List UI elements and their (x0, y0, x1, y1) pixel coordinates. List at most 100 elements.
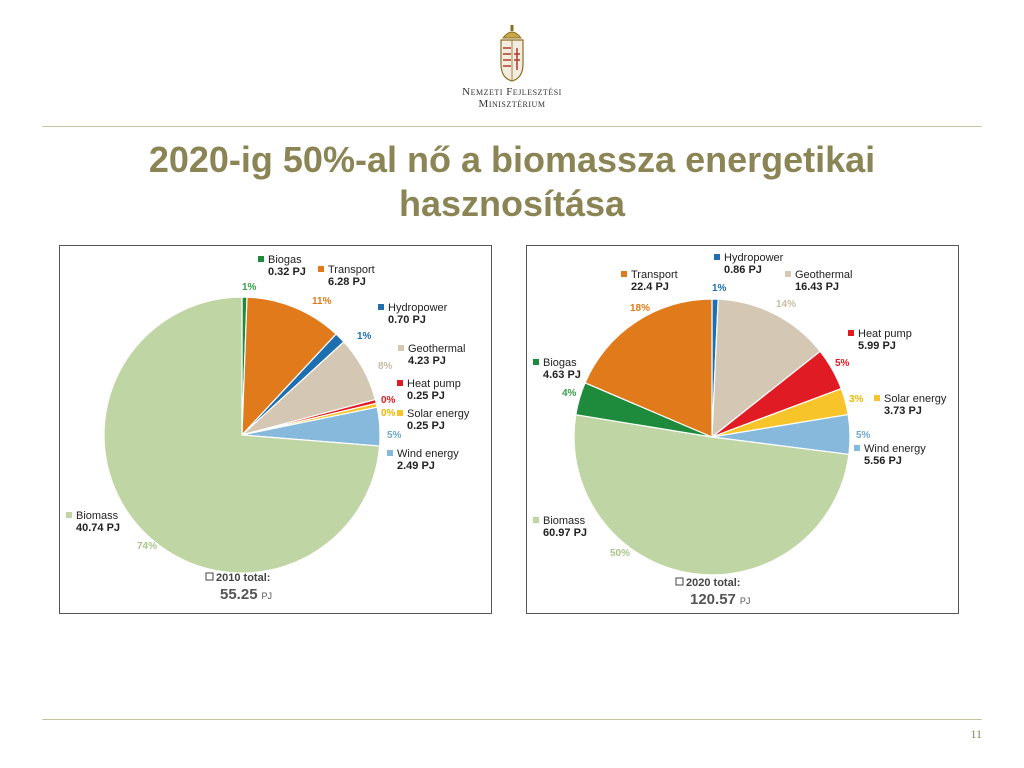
slice-value: 0.70 PJ (388, 314, 426, 326)
total-value: 120.57 (690, 591, 736, 608)
pie-slice-biomass (103, 296, 381, 574)
slice-name: Wind energy (864, 443, 926, 455)
page-title: 2020-ig 50%-al nő a biomassza energetika… (60, 138, 964, 226)
pie-slice-biomass (573, 414, 850, 576)
slice-value: 3.73 PJ (884, 405, 922, 417)
title-line-1: 2020-ig 50%-al nő a biomassza energetika… (148, 139, 876, 180)
slice-value: 22.4 PJ (631, 281, 669, 293)
total-caption: 2020 total: (686, 577, 740, 589)
slice-value: 5.56 PJ (864, 455, 902, 467)
slice-value: 0.32 PJ (268, 266, 306, 278)
pie-slices (573, 298, 851, 576)
slice-name: Geothermal (795, 269, 852, 281)
slice-percent: 1% (242, 282, 257, 293)
legend-swatch (785, 271, 791, 277)
legend-swatch (714, 254, 720, 260)
total-label: 2010 total: 55.25 PJ (205, 572, 273, 603)
slice-value: 0.86 PJ (724, 264, 762, 276)
slice-value: 60.97 PJ (543, 527, 587, 539)
slice-percent: 1% (712, 283, 727, 294)
slice-value: 2.49 PJ (397, 460, 435, 472)
title-line-2: hasznosítása (398, 183, 626, 224)
legend-swatch (397, 380, 403, 386)
slice-name: Biogas (543, 357, 577, 369)
slice-name: Hydropower (388, 302, 448, 314)
logo-line-1: Nemzeti Fejlesztési (462, 86, 562, 98)
pie-slice-transport (584, 298, 713, 438)
slice-percent: 50% (610, 548, 630, 559)
slice-value: 16.43 PJ (795, 281, 839, 293)
bottom-divider (42, 719, 982, 720)
chart-panel-2010: Biogas 0.32 PJ 1% Transport 6.28 PJ 11% Hydrop… (59, 245, 492, 614)
slice-percent: 11% (312, 296, 332, 307)
page-number: 11 (970, 727, 982, 741)
slice-value: 6.28 PJ (328, 276, 366, 288)
total-value: 55.25 (220, 586, 258, 603)
slice-percent: 74% (137, 541, 157, 552)
legend-swatch (318, 266, 324, 272)
slice-percent: 5% (856, 430, 871, 441)
top-divider (42, 126, 982, 127)
slice-percent: 14% (776, 299, 796, 310)
slice-percent: 4% (562, 388, 577, 399)
legend-swatch (533, 517, 539, 523)
total-swatch (205, 572, 214, 581)
legend-swatch (66, 512, 72, 518)
slice-name: Geothermal (408, 343, 465, 355)
slice-value: 0.25 PJ (407, 420, 445, 432)
slice-percent: 0% (381, 395, 396, 406)
logo-line-2: Minisztérium (478, 98, 546, 110)
slice-name: Wind energy (397, 448, 459, 460)
pie-slice-geothermal (711, 298, 822, 439)
legend-swatch (378, 304, 384, 310)
slice-name: Solar energy (884, 393, 947, 405)
legend-swatch (398, 345, 404, 351)
slice-name: Heat pump (407, 378, 461, 390)
slice-percent: 5% (835, 358, 850, 369)
total-unit: PJ (262, 591, 273, 601)
total-unit: PJ (740, 596, 751, 606)
legend-swatch (397, 410, 403, 416)
slice-value: 5.99 PJ (858, 340, 896, 352)
legend-swatch (621, 271, 627, 277)
slice-name: Solar energy (407, 408, 470, 420)
slice-percent: 5% (387, 430, 402, 441)
slice-percent: 3% (849, 394, 864, 405)
slice-value: 0.25 PJ (407, 390, 445, 402)
slice-name: Heat pump (858, 328, 912, 340)
slice-value: 4.23 PJ (408, 355, 446, 367)
legend-swatch (854, 445, 860, 451)
slice-value: 4.63 PJ (543, 369, 581, 381)
chart-panel-2020: Hydropower 0.86 PJ 1% Geothermal 16.43 PJ 14%… (526, 245, 959, 614)
slice-percent: 8% (378, 361, 393, 372)
coat-of-arms-icon (500, 25, 524, 82)
ministry-logo: Nemzeti Fejlesztési Minisztérium (452, 24, 572, 110)
legend-swatch (387, 450, 393, 456)
total-label: 2020 total: 120.57 PJ (675, 577, 751, 608)
slice-percent: 1% (357, 331, 372, 342)
total-caption: 2010 total: (216, 572, 270, 584)
pie-slices (103, 296, 381, 574)
legend-swatch (258, 256, 264, 262)
slice-name: Biomass (76, 510, 119, 522)
slice-percent: 18% (630, 303, 650, 314)
legend-swatch (848, 330, 854, 336)
slice-name: Hydropower (724, 252, 784, 264)
